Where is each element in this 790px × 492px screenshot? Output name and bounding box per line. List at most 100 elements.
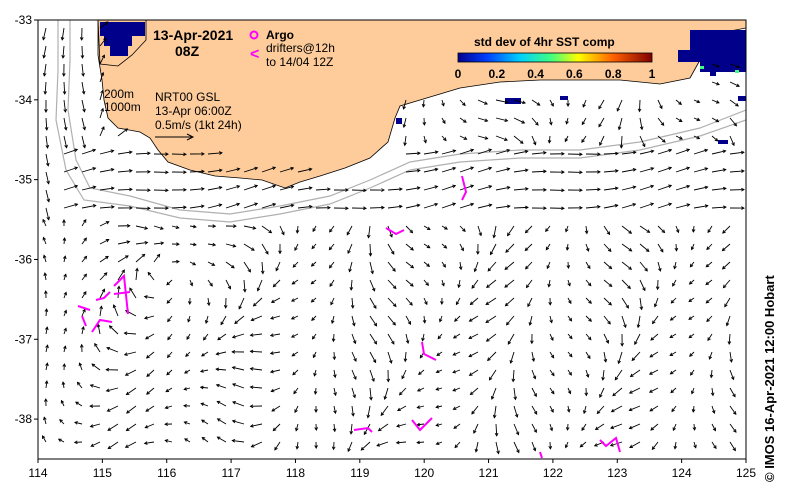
current-vector [297,187,312,191]
current-vector [232,440,245,443]
current-vector-head [470,184,475,189]
map-date: 13-Apr-2021 [153,27,233,43]
current-vector [729,369,735,380]
current-vector-head [291,352,296,357]
current-vector-head [706,318,710,323]
current-vector-head [407,321,412,325]
current-vector-head [74,184,79,189]
current-vector-head [566,265,571,269]
current-vector-head [392,303,397,308]
current-vector-head [551,372,555,377]
current-vector [629,441,641,448]
current-vector-head [565,120,569,125]
current-vector-head [504,118,509,123]
current-vector-head [82,108,86,113]
current-vector-head [328,246,333,251]
current-vector-head [372,359,377,364]
current-vector-head [62,237,67,241]
current-vector-head [597,152,601,157]
current-vector [689,351,695,357]
current-vector [165,387,173,393]
current-vector [603,152,619,155]
current-vector [312,225,317,232]
current-vector-head [722,149,727,154]
current-vector [232,383,245,389]
current-vector-head [524,265,529,270]
current-vector [506,315,515,326]
current-vector [459,167,474,173]
current-vector [504,279,515,288]
current-vector [166,297,173,304]
current-vector-head [708,356,713,360]
current-vector-head [101,288,106,293]
current-vector [207,261,215,266]
current-vector-head [44,127,49,131]
current-vector [454,441,461,448]
current-vector [45,345,49,353]
current-vector-head [568,300,572,305]
current-vector-head [46,180,50,185]
current-vector-head [256,287,261,292]
current-vector-head [352,322,356,327]
current-vector [397,405,407,411]
current-vector-head [416,405,421,409]
current-vector [675,203,690,209]
current-vector [117,255,129,263]
current-vector-head [278,250,282,255]
current-vector-head [230,264,235,269]
current-vector-head [579,205,583,210]
current-vector [225,243,236,247]
current-vector [657,135,666,143]
current-vector-head [543,206,547,211]
current-vector-head [568,335,573,340]
current-vector-head [675,229,680,234]
drifters-label-1: drifters@12h [266,41,335,55]
current-vector-head [525,205,529,210]
current-vector-head [582,410,587,415]
current-vector [201,419,209,425]
current-vector [380,405,389,416]
current-vector [603,225,610,235]
current-vector-head [42,254,47,259]
current-vector-head [478,232,483,237]
current-vector [729,99,739,107]
current-vector-head [45,326,49,331]
current-vector-head [452,166,457,171]
current-vector [672,279,677,287]
current-vector-head [348,268,352,273]
current-vector-head [588,300,592,304]
current-vector-head [668,148,673,153]
current-vector-head [143,316,148,320]
current-vector [296,441,299,449]
current-vector [531,387,537,397]
current-vector-head [416,203,421,208]
current-vector [350,423,353,434]
current-vector-head [722,230,726,234]
current-vector [423,168,438,173]
x-tick-label: 117 [222,466,241,480]
current-vector-head [63,273,67,278]
current-vector [109,325,119,335]
current-vector [477,99,488,105]
current-vector-head [516,449,520,454]
current-vector-head [579,443,584,448]
current-vector-head [648,371,653,375]
current-vector [585,206,600,209]
current-vector-head [550,409,554,413]
current-vector [270,315,281,320]
current-vector [639,99,641,112]
current-vector-head [594,426,599,431]
current-vector [63,167,78,173]
current-vector-head [649,408,654,412]
vector-scale-arrow-icon [155,133,195,141]
current-vector [453,423,461,429]
current-vector [200,369,209,372]
current-vector [144,296,155,299]
current-vector [675,225,679,233]
current-vector [549,405,554,413]
x-tick-label: 118 [286,466,305,480]
current-vector-head [332,428,337,433]
current-vector-head [524,149,529,154]
current-vector-head [391,340,395,345]
current-vector-head [587,336,592,341]
